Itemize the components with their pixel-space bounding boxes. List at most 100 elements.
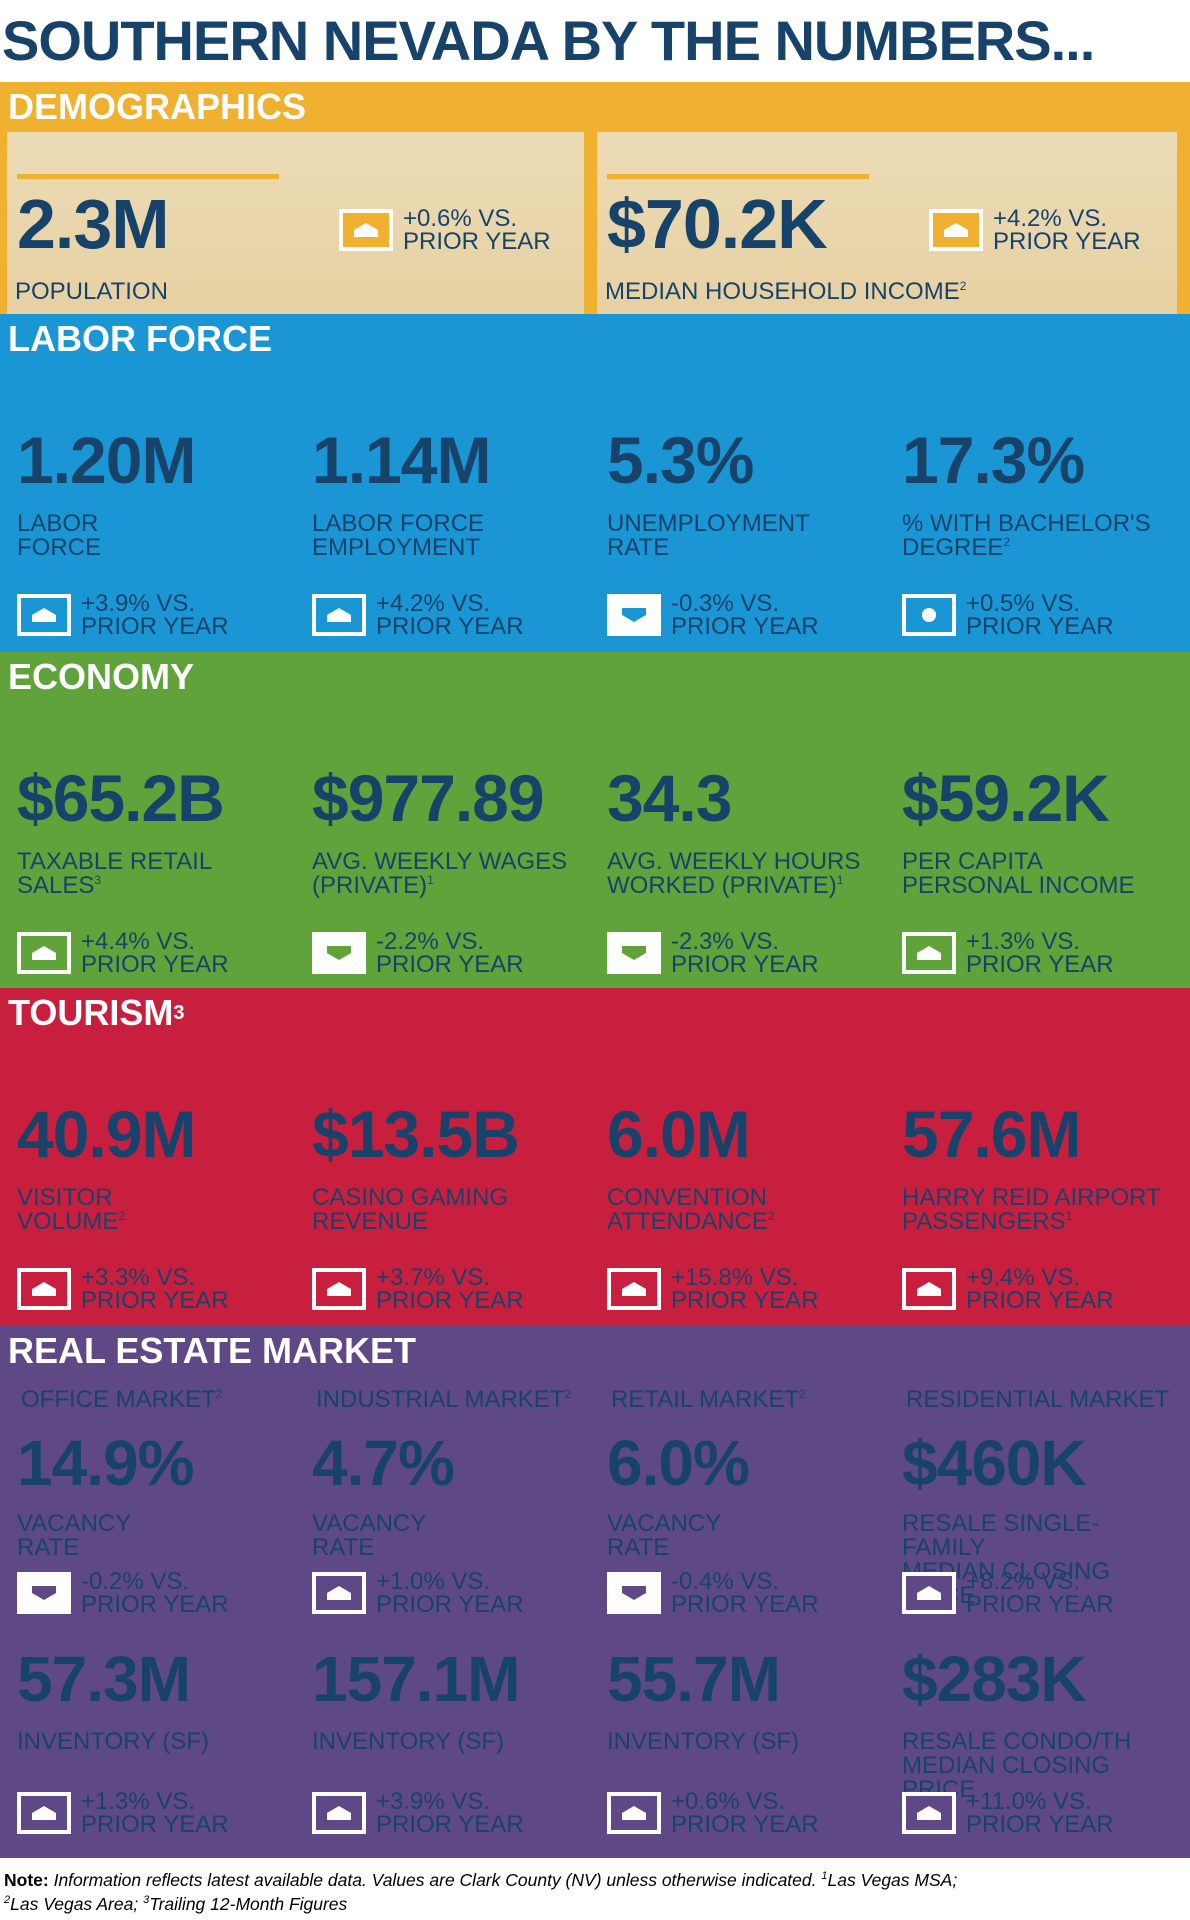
panel-accent-bar — [607, 414, 858, 419]
label-footnote: 1 — [836, 873, 844, 887]
section-title-text: DEMOGRAPHICS — [8, 86, 307, 127]
labor-change-text: +3.9% VS. PRIOR YEAR — [81, 590, 229, 640]
labor-change-text: -0.3% VS. PRIOR YEAR — [671, 590, 819, 640]
metric-label: VISITOR VOLUME2 — [17, 1186, 125, 1234]
tourism-panel: $13.5B CASINO GAMING REVENUE +3.7% VS. PRI… — [302, 1038, 583, 1322]
note-fn1: Las Vegas MSA; — [827, 1870, 958, 1890]
panel-accent-bar — [902, 414, 1157, 419]
tourism-change: +3.7% VS. PRIOR YEAR — [312, 1266, 524, 1313]
metric-label-text: VISITOR VOLUME — [17, 1184, 119, 1235]
metric-label-secondary: INVENTORY (SF) — [17, 1728, 210, 1755]
metric-label-text: HARRY REID AIRPORT PASSENGERS — [902, 1184, 1161, 1235]
economy-change-text: +4.4% VS. PRIOR YEAR — [81, 928, 229, 978]
metric-label-text: CONVENTION ATTENDANCE — [607, 1184, 768, 1235]
trend-up-icon — [32, 1282, 56, 1296]
metric-label: MEDIAN HOUSEHOLD INCOME2 — [605, 280, 966, 304]
real-estate-change: -0.2% VS. PRIOR YEAR — [17, 1568, 229, 1618]
economy-trend-icon — [607, 932, 661, 974]
real-estate-secondary-trend-icon — [902, 1792, 956, 1834]
tourism-change: +3.3% VS. PRIOR YEAR — [17, 1266, 229, 1313]
panel-accent-bar — [902, 1418, 1157, 1423]
metric-value-secondary: 55.7M — [607, 1643, 781, 1715]
section-panels-labor: 1.20M LABOR FORCE +3.9% VS. PRIOR YEAR 1.14… — [0, 364, 1190, 648]
demographic-change: +0.6% VS. PRIOR YEAR — [339, 207, 551, 254]
section-title-text: ECONOMY — [8, 656, 195, 697]
trend-down-icon — [327, 946, 351, 960]
real-estate-secondary-trend-icon — [17, 1792, 71, 1834]
market-heading-text: RETAIL MARKET — [611, 1386, 800, 1413]
metric-label-text: MEDIAN HOUSEHOLD INCOME — [605, 278, 960, 305]
metric-value: 1.14M — [312, 423, 491, 497]
heading-footnote: 2 — [799, 1387, 806, 1401]
metric-value: $460K — [902, 1427, 1087, 1499]
real-estate-secondary-change-text: +11.0% VS. PRIOR YEAR — [966, 1788, 1114, 1838]
labor-change: +3.9% VS. PRIOR YEAR — [17, 590, 229, 640]
metric-label: POPULATION — [15, 280, 168, 304]
panel-accent-bar — [17, 174, 279, 179]
note-fn2: Las Vegas Area; — [10, 1894, 144, 1914]
section-title-realestate: REAL ESTATE MARKET — [0, 1326, 1190, 1376]
economy-panel: $65.2B TAXABLE RETAIL SALES3 +4.4% VS. PRI… — [7, 702, 288, 986]
trend-up-icon — [32, 946, 56, 960]
market-heading: RETAIL MARKET2 — [611, 1386, 806, 1414]
tourism-panel: 6.0M CONVENTION ATTENDANCE2 +15.8% VS. PRI… — [597, 1038, 878, 1322]
metric-value: $59.2K — [902, 761, 1110, 835]
metric-label-text: POPULATION — [15, 278, 168, 305]
panel-accent-bar — [607, 1088, 858, 1093]
trend-up-icon — [327, 1282, 351, 1296]
real-estate-change: -0.4% VS. PRIOR YEAR — [607, 1570, 819, 1617]
section-title-text: LABOR FORCE — [8, 318, 272, 359]
metric-label-text: AVG. WEEKLY WAGES (PRIVATE) — [312, 848, 568, 899]
metric-label: CASINO GAMING REVENUE — [312, 1186, 508, 1234]
labor-panel: 5.3% UNEMPLOYMENT RATE -0.3% VS. PRIOR YEA… — [597, 364, 878, 648]
metric-value-secondary: 57.3M — [17, 1643, 191, 1715]
labor-trend-icon — [902, 594, 956, 636]
economy-change-text: -2.3% VS. PRIOR YEAR — [671, 928, 819, 978]
economy-change: +4.4% VS. PRIOR YEAR — [17, 928, 229, 978]
section-demographics: DEMOGRAPHICS 2.3M POPULATION +0.6% VS. PRIO… — [0, 82, 1190, 340]
real-estate-panel: OFFICE MARKET2 14.9% VACANCY RATE -0.2% VS.… — [7, 1376, 288, 1852]
trend-up-icon — [917, 1806, 941, 1820]
real-estate-panel: RESIDENTIAL MARKET $460K RESALE SINGLE-FAM… — [892, 1376, 1177, 1852]
metric-label-text: PER CAPITA PERSONAL INCOME — [902, 848, 1135, 899]
real-estate-change-text: -0.2% VS. PRIOR YEAR — [81, 1568, 229, 1618]
tourism-trend-icon — [607, 1268, 661, 1310]
trend-down-icon — [32, 1586, 56, 1600]
section-realestate: REAL ESTATE MARKET OFFICE MARKET2 14.9% VAC… — [0, 1326, 1190, 1858]
tourism-change-text: +9.4% VS. PRIOR YEAR — [966, 1264, 1114, 1314]
panel-accent-bar — [17, 414, 268, 419]
demographic-trend-icon — [339, 209, 393, 251]
real-estate-trend-icon — [17, 1572, 71, 1614]
trend-up-icon — [622, 1282, 646, 1296]
section-panels-demographics: 2.3M POPULATION +0.6% VS. PRIOR YEAR $70.2K… — [0, 132, 1190, 334]
market-heading: RESIDENTIAL MARKET — [906, 1386, 1169, 1414]
metric-value: $977.89 — [312, 761, 545, 835]
note-text: Information reflects latest available da… — [48, 1870, 822, 1890]
economy-change: -2.2% VS. PRIOR YEAR — [312, 930, 524, 977]
real-estate-change-text: +1.0% VS. PRIOR YEAR — [376, 1568, 524, 1618]
panel-accent-bar — [902, 752, 1157, 757]
metric-label: VACANCY RATE — [607, 1510, 722, 1561]
metric-value: $70.2K — [607, 185, 828, 263]
note-fn3: Trailing 12-Month Figures — [149, 1894, 348, 1914]
section-title-economy: ECONOMY — [0, 652, 1190, 702]
real-estate-panel: RETAIL MARKET2 6.0% VACANCY RATE -0.4% VS. … — [597, 1376, 878, 1852]
panel-accent-bar — [312, 1088, 563, 1093]
metric-value: 6.0% — [607, 1427, 750, 1499]
metric-value: 1.20M — [17, 423, 196, 497]
labor-change: -0.3% VS. PRIOR YEAR — [607, 590, 819, 640]
trend-up-icon — [327, 1806, 351, 1820]
heading-footnote: 2 — [215, 1387, 223, 1401]
trend-up-icon — [917, 946, 941, 960]
tourism-change: +9.4% VS. PRIOR YEAR — [902, 1264, 1114, 1314]
label-footnote: 1 — [427, 873, 434, 887]
label-footnote: 2 — [767, 1209, 775, 1223]
demographic-trend-icon — [929, 209, 983, 251]
panel-accent-bar — [17, 1418, 268, 1423]
market-heading: INDUSTRIAL MARKET2 — [316, 1386, 571, 1414]
metric-label: VACANCY RATE — [312, 1510, 427, 1561]
labor-change: +0.5% VS. PRIOR YEAR — [902, 592, 1114, 639]
metric-value: 6.0M — [607, 1097, 751, 1171]
trend-up-icon — [944, 223, 968, 237]
trend-down-icon — [622, 946, 646, 960]
